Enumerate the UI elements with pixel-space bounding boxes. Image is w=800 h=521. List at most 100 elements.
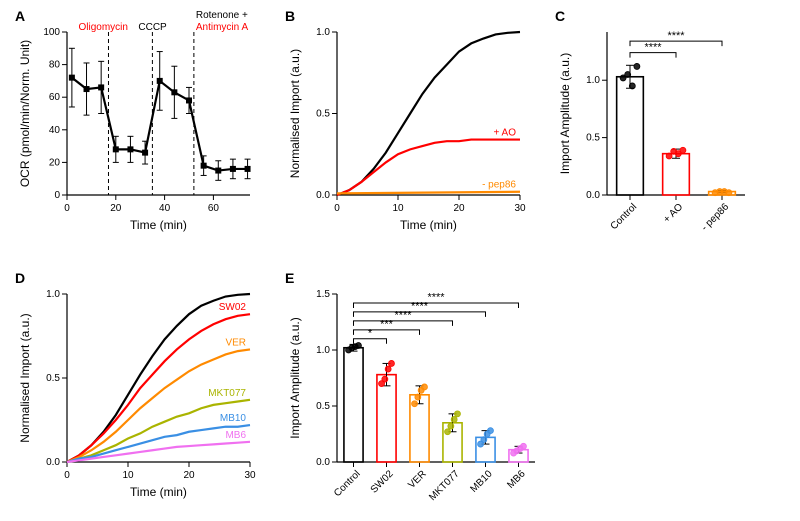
series-label: SW02 — [219, 302, 247, 313]
svg-text:Control: Control — [609, 202, 640, 233]
bar — [617, 77, 644, 195]
svg-text:1.0: 1.0 — [316, 27, 330, 38]
data-point — [680, 147, 686, 153]
series-label: - pep86 — [482, 180, 516, 191]
data-point — [385, 366, 391, 372]
panel-A: A 0 20 40 60 0 20 40 60 80 100 Time (min) OCR (pmol/… — [15, 8, 260, 243]
panel-label-B: B — [285, 8, 295, 24]
series-label: MKT077 — [208, 388, 246, 399]
y-axis-label: Normalised Import (a.u.) — [288, 49, 302, 178]
svg-text:- pep86: - pep86 — [699, 201, 731, 233]
series-label: MB6 — [225, 430, 246, 441]
panel-svg-E: ControlSW02VERMKT077MB10MB60.00.51.01.5I… — [285, 270, 545, 510]
data-point — [634, 63, 640, 69]
svg-text:+ AO: + AO — [661, 201, 685, 225]
svg-text:0: 0 — [54, 190, 60, 201]
series-MB6 — [67, 442, 250, 462]
data-point — [445, 429, 451, 435]
data-point — [726, 190, 732, 196]
data-point — [481, 437, 487, 443]
svg-text:VER: VER — [406, 469, 428, 491]
injection-label: Antimycin A — [196, 22, 249, 33]
data-point — [412, 401, 418, 407]
panel-label-A: A — [15, 8, 25, 24]
bar — [377, 375, 396, 462]
panel-svg-B: 01020300.00.51.0Time (min)Normalised Imp… — [285, 8, 530, 243]
series-control — [67, 294, 250, 462]
series--pep86 — [337, 192, 520, 194]
data-point — [421, 384, 427, 390]
svg-text:0: 0 — [64, 470, 70, 481]
svg-text:0.0: 0.0 — [586, 190, 600, 201]
y-axis-label: Import Amplitude (a.u.) — [288, 317, 302, 438]
panel-svg-A: 0 20 40 60 0 20 40 60 80 100 Time (min) OCR (pmol/m… — [15, 8, 260, 243]
panel-E: EControlSW02VERMKT077MB10MB60.00.51.01.5… — [285, 270, 545, 510]
svg-text:0.0: 0.0 — [46, 457, 60, 468]
svg-text:20: 20 — [183, 470, 195, 481]
svg-text:40: 40 — [159, 203, 171, 214]
panel-svg-C: Control+ AO- pep860.00.51.0Import Amplit… — [555, 8, 755, 243]
x-axis-label: Time (min) — [400, 218, 457, 232]
data-point — [487, 428, 493, 434]
injection-label: CCCP — [138, 22, 167, 33]
svg-text:60: 60 — [49, 92, 61, 103]
series-control — [337, 32, 520, 195]
svg-text:20: 20 — [453, 203, 465, 214]
data-point — [388, 360, 394, 366]
svg-text:10: 10 — [122, 470, 134, 481]
svg-text:40: 40 — [49, 125, 61, 136]
data-point — [625, 71, 631, 77]
x-axis-label: Time (min) — [130, 485, 187, 499]
svg-text:0.5: 0.5 — [586, 133, 600, 144]
svg-text:SW02: SW02 — [369, 468, 396, 495]
injection-label: Rotenone + — [196, 10, 248, 21]
series-MKT077 — [67, 400, 250, 462]
panel-svg-D: 0 10 20 30 0.0 0.5 1.0 Time (min) Normalised Imp… — [15, 270, 260, 510]
x-axis-label: Time (min) — [130, 218, 187, 232]
data-point — [454, 411, 460, 417]
svg-text:0.5: 0.5 — [46, 373, 60, 384]
series-label: VER — [225, 337, 246, 348]
svg-text:80: 80 — [49, 60, 61, 71]
y-axis-label: Normalised Import (a.u.) — [18, 313, 32, 442]
svg-text:0.5: 0.5 — [316, 109, 330, 120]
svg-text:1.0: 1.0 — [46, 289, 60, 300]
svg-text:0: 0 — [334, 203, 340, 214]
data-point — [415, 394, 421, 400]
svg-text:1.5: 1.5 — [316, 289, 330, 300]
data-point — [451, 416, 457, 422]
panel-label-D: D — [15, 270, 25, 286]
svg-text:30: 30 — [244, 470, 256, 481]
series-label: MB10 — [220, 413, 247, 424]
panel-label-C: C — [555, 8, 565, 24]
svg-text:60: 60 — [208, 203, 220, 214]
svg-text:1.0: 1.0 — [586, 75, 600, 86]
svg-text:30: 30 — [514, 203, 526, 214]
svg-text:20: 20 — [110, 203, 122, 214]
svg-text:1.0: 1.0 — [316, 345, 330, 356]
panel-D: D 0 10 20 30 0.0 0.5 1.0 Time (min) Normalised Im… — [15, 270, 260, 510]
sig-bracket — [630, 53, 676, 58]
panel-C: CControl+ AO- pep860.00.51.0Import Ampli… — [555, 8, 755, 243]
data-point — [520, 443, 526, 449]
svg-text:MKT077: MKT077 — [427, 468, 462, 503]
svg-text:MB10: MB10 — [468, 468, 495, 495]
data-point — [382, 376, 388, 382]
bar — [663, 154, 690, 195]
svg-text:20: 20 — [49, 157, 61, 168]
svg-text:100: 100 — [43, 27, 60, 38]
figure-root: A0204060020406080100Time (min)OCR (pmol/… — [0, 0, 800, 521]
svg-text:MB6: MB6 — [505, 468, 528, 491]
y-axis-label: OCR (pmol/min/Norm. Unit) — [18, 40, 32, 187]
data-point — [666, 153, 672, 159]
injection-label: Oligomycin — [78, 22, 127, 33]
svg-text:0.5: 0.5 — [316, 401, 330, 412]
svg-text:0: 0 — [64, 203, 70, 214]
data-point — [448, 423, 454, 429]
svg-text:10: 10 — [392, 203, 404, 214]
bar — [344, 348, 363, 462]
series-label: + AO — [493, 128, 516, 139]
panel-B: B01020300.00.51.0Time (min)Normalised Im… — [285, 8, 530, 243]
data-point — [355, 343, 361, 349]
sig-label: **** — [667, 30, 685, 42]
